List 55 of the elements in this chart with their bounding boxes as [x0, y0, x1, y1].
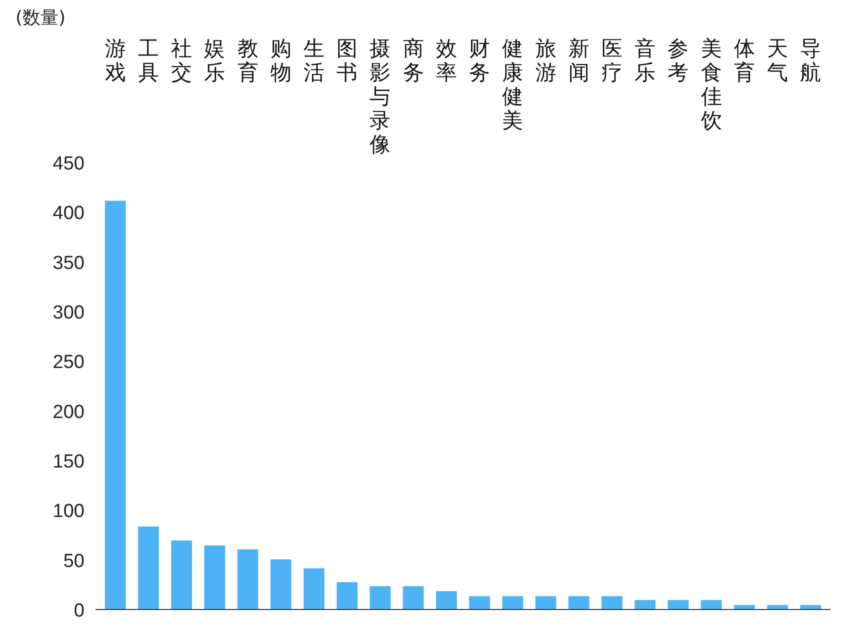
- bar: [204, 545, 226, 610]
- bar: [336, 582, 358, 610]
- bar: [568, 596, 590, 610]
- y-tick-label: 250: [52, 352, 84, 374]
- y-tick-label: 200: [52, 402, 84, 423]
- bar: [535, 596, 556, 610]
- bar: [402, 586, 424, 610]
- y-tick-label: 50: [63, 550, 85, 572]
- x-tick-label: 商务: [402, 36, 424, 84]
- x-tick-label: 新闻: [568, 36, 590, 84]
- x-tick-label: 美食佳饮: [700, 36, 722, 132]
- bar: [668, 600, 689, 610]
- x-tick-label: 导航: [800, 36, 822, 84]
- bar: [767, 605, 788, 610]
- bar: [171, 540, 192, 610]
- bar: [304, 568, 324, 610]
- x-tick-label: 天气: [767, 36, 788, 84]
- x-tick-label: 参考: [668, 36, 689, 84]
- bar: [602, 596, 622, 610]
- x-tick-label: 游戏: [104, 36, 126, 84]
- bar: [370, 586, 391, 610]
- bar: [270, 559, 292, 610]
- y-tick-label: 150: [52, 452, 84, 472]
- bar: [700, 600, 722, 610]
- x-tick-label: 教育: [237, 36, 258, 84]
- bar: [800, 605, 822, 610]
- x-tick-label: 效率: [436, 36, 457, 84]
- x-tick-label: 娱乐: [204, 36, 226, 84]
- y-tick-label: 300: [52, 302, 84, 324]
- x-tick-label: 旅游: [535, 36, 556, 84]
- y-tick-label: 100: [52, 501, 84, 522]
- y-axis-title: (数量): [16, 8, 66, 28]
- x-tick-label: 图书: [336, 36, 358, 84]
- y-tick-label: 0: [74, 600, 85, 622]
- bar: [138, 526, 159, 610]
- x-tick-label: 财务: [469, 36, 490, 84]
- bar: [469, 596, 490, 610]
- bar: [104, 200, 126, 610]
- x-tick-label: 生活: [304, 36, 325, 84]
- y-tick-label: 350: [52, 252, 84, 274]
- x-tick-label: 工具: [138, 36, 159, 84]
- x-tick-label: 医疗: [601, 36, 622, 84]
- bar: [634, 600, 656, 610]
- bar: [237, 549, 258, 610]
- x-tick-label: 摄影与录像: [370, 36, 391, 156]
- y-tick-label: 450: [52, 154, 84, 174]
- x-tick-label: 健康健美: [502, 36, 524, 132]
- bar: [502, 596, 524, 610]
- x-tick-label: 体育: [734, 36, 755, 84]
- x-tick-label: 购物: [270, 36, 292, 84]
- bar: [436, 591, 457, 610]
- x-tick-label: 社交: [171, 36, 192, 84]
- x-tick-label: 音乐: [634, 36, 656, 84]
- bar: [734, 605, 755, 610]
- y-tick-label: 400: [52, 203, 84, 224]
